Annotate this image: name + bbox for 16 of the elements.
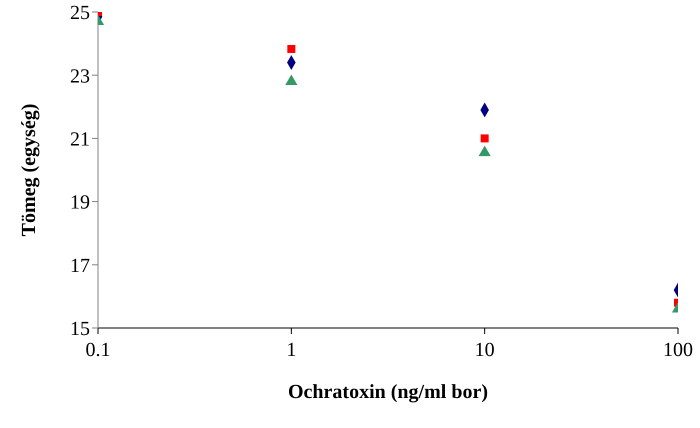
point bbox=[287, 44, 296, 53]
point bbox=[478, 146, 491, 156]
x-tick-label: 0.1 bbox=[86, 339, 110, 362]
y-tick-label: 17 bbox=[70, 254, 90, 277]
y-axis-title: Tömeg (egység) bbox=[18, 104, 40, 236]
x-tick-label: 100 bbox=[663, 339, 693, 362]
x-axis-title: Ochratoxin (ng/ml bor) bbox=[288, 381, 488, 403]
y-tick-label: 25 bbox=[70, 2, 90, 24]
point bbox=[480, 134, 489, 142]
x-tick-label: 1 bbox=[286, 339, 296, 362]
y-tick-label: 23 bbox=[70, 65, 90, 88]
x-tick-label: 10 bbox=[474, 339, 495, 362]
point bbox=[285, 74, 298, 86]
y-tick-label: 21 bbox=[70, 128, 90, 150]
y-tick-label: 19 bbox=[70, 192, 90, 214]
y-tick-label: 15 bbox=[70, 318, 90, 340]
